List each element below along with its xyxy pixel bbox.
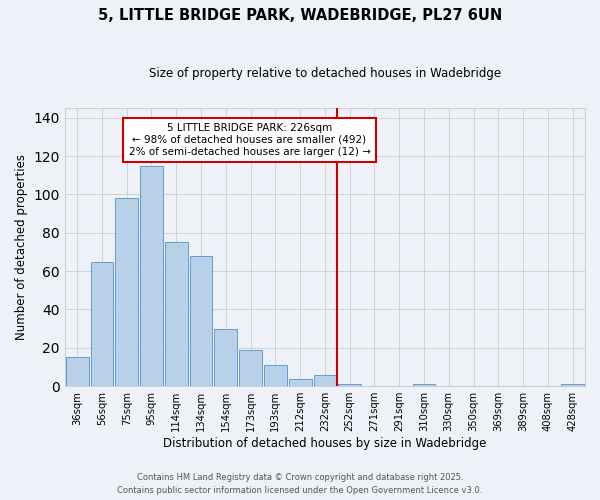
Text: Contains HM Land Registry data © Crown copyright and database right 2025.
Contai: Contains HM Land Registry data © Crown c… (118, 474, 482, 495)
Bar (190, 256, 212, 386)
Bar (214, 328, 237, 386)
Bar (314, 374, 336, 386)
Text: 5 LITTLE BRIDGE PARK: 226sqm
← 98% of detached houses are smaller (492)
2% of se: 5 LITTLE BRIDGE PARK: 226sqm ← 98% of de… (128, 124, 370, 156)
Bar (264, 365, 287, 386)
Bar (91, 262, 113, 386)
Bar (165, 242, 188, 386)
Y-axis label: Number of detached properties: Number of detached properties (15, 154, 28, 340)
Bar (561, 384, 584, 386)
Bar (289, 378, 311, 386)
Bar (239, 350, 262, 386)
Bar (115, 198, 138, 386)
X-axis label: Distribution of detached houses by size in Wadebridge: Distribution of detached houses by size … (163, 437, 487, 450)
Bar (140, 166, 163, 386)
Bar (66, 358, 89, 386)
Title: Size of property relative to detached houses in Wadebridge: Size of property relative to detached ho… (149, 68, 501, 80)
Bar (413, 384, 436, 386)
Text: 5, LITTLE BRIDGE PARK, WADEBRIDGE, PL27 6UN: 5, LITTLE BRIDGE PARK, WADEBRIDGE, PL27 … (98, 8, 502, 22)
Bar (338, 384, 361, 386)
